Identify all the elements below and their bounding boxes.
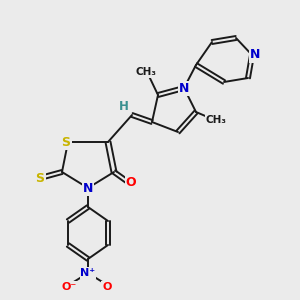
Text: O: O [102, 282, 112, 292]
Text: S: S [61, 136, 70, 148]
Text: O⁻: O⁻ [61, 282, 76, 292]
Text: CH₃: CH₃ [136, 67, 157, 77]
Text: N: N [83, 182, 93, 194]
Text: CH₃: CH₃ [206, 115, 226, 125]
Text: H: H [119, 100, 129, 113]
Text: O: O [126, 176, 136, 188]
Text: S: S [35, 172, 44, 184]
Text: N: N [179, 82, 189, 94]
Text: N: N [250, 49, 260, 62]
Text: N⁺: N⁺ [80, 268, 96, 278]
